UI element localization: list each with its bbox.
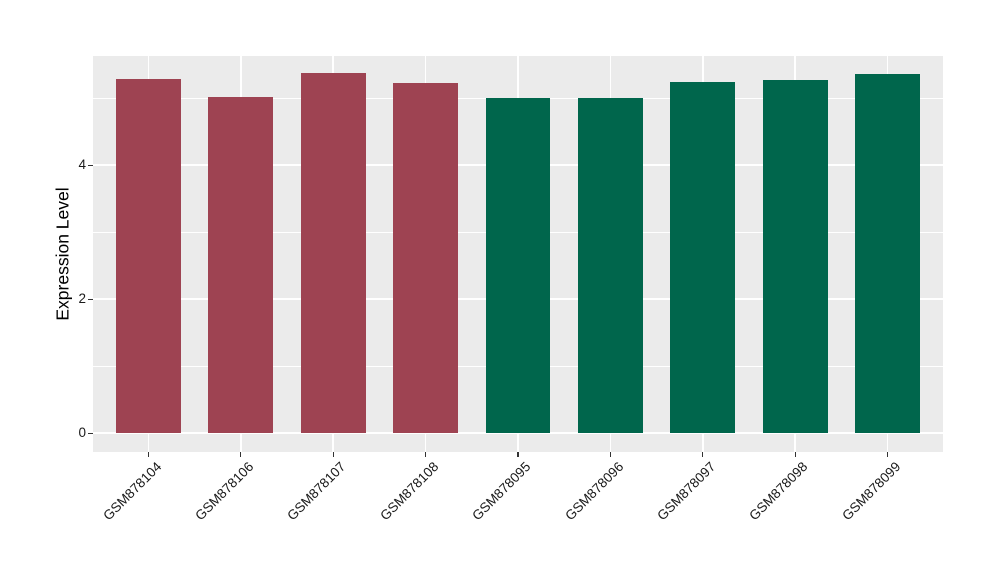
bar-GSM878098 [762, 80, 828, 434]
x-tick-mark [702, 452, 704, 457]
bar-GSM878095 [485, 98, 551, 434]
x-tick-label: GSM878099 [838, 459, 904, 524]
x-tick-label: GSM878095 [469, 459, 534, 524]
bar-GSM878097 [670, 82, 736, 434]
plot-panel [93, 56, 943, 452]
x-tick-label: GSM878107 [284, 459, 349, 524]
x-tick-mark [147, 452, 150, 457]
y-tick-label: 2 [78, 291, 86, 307]
x-tick-mark [332, 452, 334, 457]
x-tick-label: GSM878096 [561, 459, 627, 524]
x-tick-mark [886, 452, 889, 457]
y-tick-mark [88, 432, 93, 434]
bar-GSM878108 [393, 82, 458, 434]
y-tick-mark [88, 298, 93, 300]
x-tick-mark [609, 452, 611, 457]
bar-GSM878106 [208, 96, 274, 434]
x-tick-label: GSM878108 [377, 459, 442, 524]
x-tick-label: GSM878104 [99, 459, 165, 524]
x-tick-mark [240, 452, 242, 457]
y-tick-label: 0 [78, 425, 86, 441]
y-tick-label: 4 [78, 157, 86, 173]
bar-GSM878107 [300, 73, 366, 434]
x-tick-label: GSM878097 [654, 459, 719, 524]
bar-GSM878104 [116, 78, 181, 434]
x-tick-mark [425, 452, 427, 457]
x-tick-label: GSM878106 [192, 459, 257, 524]
bar-GSM878096 [578, 98, 643, 434]
x-tick-label: GSM878098 [746, 459, 811, 524]
bar-GSM878099 [855, 74, 920, 434]
x-tick-mark [794, 452, 796, 457]
x-tick-mark [517, 452, 519, 457]
y-tick-mark [88, 164, 93, 166]
